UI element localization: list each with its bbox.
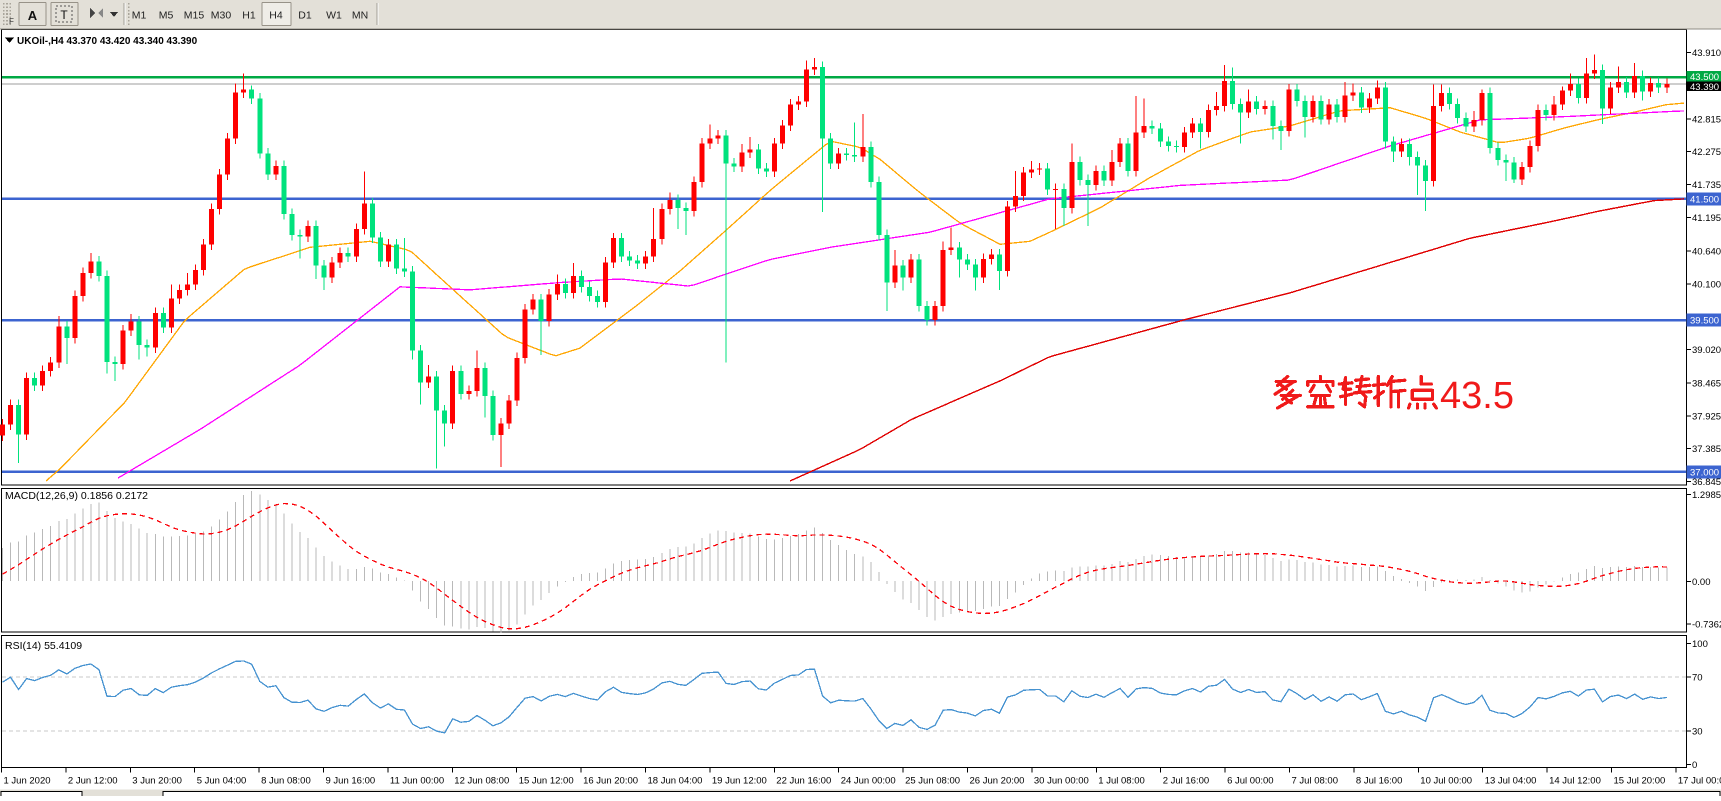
svg-text:UKOil-,H4 43.370 43.420 43.34: UKOil-,H4 43.370 43.420 43.340 43.390 xyxy=(17,36,198,47)
svg-text:1 Jul 08:00: 1 Jul 08:00 xyxy=(1098,776,1144,787)
svg-text:M5: M5 xyxy=(159,10,174,22)
svg-text:1 Jun 2020: 1 Jun 2020 xyxy=(4,776,51,787)
svg-text:100: 100 xyxy=(1692,639,1708,650)
svg-text:41.735: 41.735 xyxy=(1692,180,1721,191)
svg-text:H4: H4 xyxy=(269,10,283,22)
svg-text:-0.7362: -0.7362 xyxy=(1692,620,1721,631)
svg-text:T: T xyxy=(60,8,68,22)
svg-text:37.000: 37.000 xyxy=(1690,467,1719,478)
svg-text:22 Jun 16:00: 22 Jun 16:00 xyxy=(776,776,831,787)
svg-text:6 Jul 00:00: 6 Jul 00:00 xyxy=(1227,776,1273,787)
svg-text:30 Jun 00:00: 30 Jun 00:00 xyxy=(1034,776,1089,787)
svg-text:40.100: 40.100 xyxy=(1692,279,1721,290)
svg-text:7 Jul 08:00: 7 Jul 08:00 xyxy=(1292,776,1338,787)
svg-text:W1: W1 xyxy=(326,10,342,22)
svg-text:24 Jun 00:00: 24 Jun 00:00 xyxy=(841,776,896,787)
svg-text:43.390: 43.390 xyxy=(1690,82,1719,93)
svg-text:37.385: 37.385 xyxy=(1692,444,1721,455)
svg-text:A: A xyxy=(28,8,38,23)
svg-text:12 Jun 08:00: 12 Jun 08:00 xyxy=(454,776,509,787)
svg-text:MACD(12,26,9) 0.1856 0.2172: MACD(12,26,9) 0.1856 0.2172 xyxy=(5,490,148,502)
svg-text:41.500: 41.500 xyxy=(1690,194,1719,205)
svg-text:M30: M30 xyxy=(211,10,232,22)
svg-text:M15: M15 xyxy=(184,10,205,22)
svg-text:0: 0 xyxy=(1692,760,1697,771)
svg-text:MN: MN xyxy=(352,10,368,22)
svg-text:14 Jul 12:00: 14 Jul 12:00 xyxy=(1549,776,1601,787)
svg-text:26 Jun 20:00: 26 Jun 20:00 xyxy=(970,776,1025,787)
svg-text:39.500: 39.500 xyxy=(1690,316,1719,327)
svg-text:30: 30 xyxy=(1692,727,1703,738)
svg-text:9 Jun 16:00: 9 Jun 16:00 xyxy=(326,776,376,787)
svg-text:36.845: 36.845 xyxy=(1692,477,1721,488)
svg-text:0.00: 0.00 xyxy=(1692,577,1711,588)
svg-text:40.640: 40.640 xyxy=(1692,247,1721,258)
svg-text:8 Jun 08:00: 8 Jun 08:00 xyxy=(261,776,311,787)
svg-text:15 Jun 12:00: 15 Jun 12:00 xyxy=(519,776,574,787)
svg-text:2 Jun 12:00: 2 Jun 12:00 xyxy=(68,776,118,787)
svg-text:10 Jul 00:00: 10 Jul 00:00 xyxy=(1420,776,1472,787)
svg-text:19 Jun 12:00: 19 Jun 12:00 xyxy=(712,776,767,787)
svg-text:17 Jul 00:00: 17 Jul 00:00 xyxy=(1678,776,1721,787)
svg-text:RSI(14) 55.4109: RSI(14) 55.4109 xyxy=(5,640,82,652)
svg-text:43.5: 43.5 xyxy=(1440,375,1514,417)
svg-text:H1: H1 xyxy=(242,10,256,22)
svg-text:25 Jun 08:00: 25 Jun 08:00 xyxy=(905,776,960,787)
svg-text:37.925: 37.925 xyxy=(1692,411,1721,422)
svg-text:42.815: 42.815 xyxy=(1692,115,1721,126)
svg-text:5 Jun 04:00: 5 Jun 04:00 xyxy=(197,776,247,787)
svg-text:42.275: 42.275 xyxy=(1692,147,1721,158)
svg-text:M1: M1 xyxy=(132,10,147,22)
svg-text:39.020: 39.020 xyxy=(1692,345,1721,356)
svg-text:18 Jun 04:00: 18 Jun 04:00 xyxy=(648,776,703,787)
svg-text:41.195: 41.195 xyxy=(1692,213,1721,224)
svg-text:11 Jun 00:00: 11 Jun 00:00 xyxy=(390,776,444,787)
svg-text:15 Jul 20:00: 15 Jul 20:00 xyxy=(1614,776,1666,787)
svg-text:2 Jul 16:00: 2 Jul 16:00 xyxy=(1163,776,1209,787)
svg-text:D1: D1 xyxy=(298,10,312,22)
svg-text:1.2985: 1.2985 xyxy=(1692,490,1721,501)
svg-text:16 Jun 20:00: 16 Jun 20:00 xyxy=(583,776,638,787)
svg-text:43.910: 43.910 xyxy=(1692,48,1721,59)
svg-text:38.465: 38.465 xyxy=(1692,379,1721,390)
svg-text:8 Jul 16:00: 8 Jul 16:00 xyxy=(1356,776,1402,787)
svg-text:13 Jul 04:00: 13 Jul 04:00 xyxy=(1485,776,1537,787)
svg-text:3 Jun 20:00: 3 Jun 20:00 xyxy=(132,776,182,787)
svg-text:F: F xyxy=(9,17,14,26)
svg-text:70: 70 xyxy=(1692,673,1703,684)
